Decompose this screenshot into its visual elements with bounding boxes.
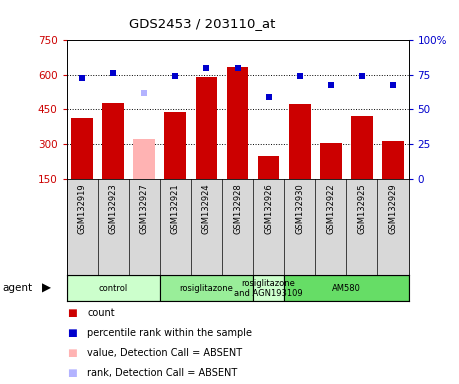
Text: agent: agent [2, 283, 33, 293]
Text: ■: ■ [67, 328, 76, 338]
Text: ▶: ▶ [42, 282, 51, 295]
Text: GSM132930: GSM132930 [295, 184, 304, 234]
Bar [164, 112, 186, 179]
Bar [134, 139, 155, 179]
Text: ■: ■ [67, 308, 76, 318]
Bar [258, 156, 280, 179]
Bar [227, 67, 248, 179]
Text: value, Detection Call = ABSENT: value, Detection Call = ABSENT [87, 348, 242, 358]
Text: GSM132927: GSM132927 [140, 184, 149, 234]
Text: GSM132924: GSM132924 [202, 184, 211, 234]
Text: ■: ■ [67, 348, 76, 358]
Text: GSM132919: GSM132919 [78, 184, 87, 234]
Text: rosiglitazone: rosiglitazone [179, 284, 233, 293]
Text: GSM132922: GSM132922 [326, 184, 335, 234]
Text: percentile rank within the sample: percentile rank within the sample [87, 328, 252, 338]
Text: GSM132925: GSM132925 [358, 184, 366, 234]
Text: count: count [87, 308, 115, 318]
Bar [71, 118, 93, 179]
Text: rosiglitazone
and AGN193109: rosiglitazone and AGN193109 [234, 279, 303, 298]
Text: GSM132928: GSM132928 [233, 184, 242, 234]
Bar [102, 103, 124, 179]
Bar [160, 275, 253, 301]
Bar [67, 275, 160, 301]
Bar [284, 275, 409, 301]
Text: GSM132929: GSM132929 [388, 184, 397, 234]
Text: AM580: AM580 [332, 284, 361, 293]
Text: GSM132921: GSM132921 [171, 184, 180, 234]
Bar [351, 116, 373, 179]
Text: rank, Detection Call = ABSENT: rank, Detection Call = ABSENT [87, 368, 237, 378]
Bar [320, 143, 341, 179]
Text: control: control [99, 284, 128, 293]
Bar [382, 141, 404, 179]
Text: GSM132926: GSM132926 [264, 184, 273, 234]
Text: GDS2453 / 203110_at: GDS2453 / 203110_at [129, 17, 275, 30]
Text: GSM132923: GSM132923 [109, 184, 118, 234]
Bar [289, 104, 311, 179]
Bar [253, 275, 284, 301]
Text: ■: ■ [67, 368, 76, 378]
Bar [196, 77, 217, 179]
